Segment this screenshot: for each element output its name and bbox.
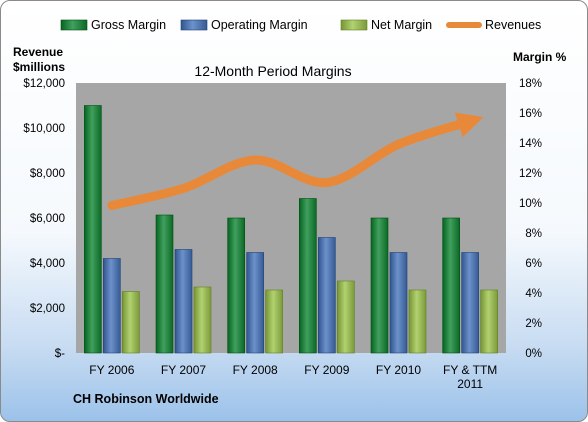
gross-margin-legend-swatch bbox=[60, 19, 88, 31]
gross-margin-bar bbox=[370, 217, 389, 354]
category-label: FY 2007 bbox=[161, 363, 206, 377]
right-tick-label: 14% bbox=[519, 138, 542, 150]
left-tick-label: $- bbox=[55, 348, 65, 360]
gross-margin-bar bbox=[227, 217, 245, 354]
gross-margin-bar bbox=[84, 105, 102, 354]
category-label: 2011 bbox=[457, 377, 483, 391]
category-labels: FY 2006 FY 2007 FY 2008 FY 2009 FY 2010 FY & … bbox=[89, 363, 497, 391]
legend: Gross Margin Operating Margin Net Margin Re… bbox=[60, 18, 541, 32]
company-name: CH Robinson Worldwide bbox=[73, 392, 219, 406]
operating-margin-bar bbox=[246, 252, 264, 354]
net-margin-bar bbox=[337, 280, 355, 354]
category-label: FY 2010 bbox=[376, 363, 421, 377]
right-tick-label: 2% bbox=[525, 318, 542, 330]
operating-margin-bar bbox=[318, 237, 336, 354]
left-tick-label: $8,000 bbox=[30, 168, 65, 180]
bars bbox=[84, 105, 498, 354]
left-axis-label-line1: Revenue bbox=[13, 45, 63, 59]
left-tick-label: $12,000 bbox=[23, 78, 65, 90]
category-label: FY 2009 bbox=[304, 363, 349, 377]
gross-margin-bar bbox=[442, 217, 460, 354]
operating-margin-bar bbox=[103, 258, 121, 354]
left-tick-label: $4,000 bbox=[30, 258, 65, 270]
category-label: FY & TTM bbox=[443, 363, 497, 377]
operating-margin-bar bbox=[174, 249, 193, 354]
operating-margin-legend-swatch bbox=[180, 19, 208, 31]
right-tick-label: 10% bbox=[519, 198, 542, 210]
right-tick-label: 0% bbox=[525, 348, 542, 360]
net-margin-bar bbox=[408, 289, 427, 354]
operating-margin-bar bbox=[461, 252, 479, 354]
right-tick-label: 16% bbox=[519, 108, 542, 120]
net-margin-legend-swatch bbox=[340, 19, 368, 31]
category-label: FY 2006 bbox=[89, 363, 134, 377]
gross-margin-bar bbox=[155, 214, 174, 354]
net-margin-bar bbox=[265, 289, 283, 354]
chart-title: 12-Month Period Margins bbox=[194, 63, 351, 79]
revenue-line bbox=[107, 112, 484, 210]
right-tick-label: 4% bbox=[525, 288, 542, 300]
right-tick-label: 8% bbox=[525, 228, 542, 240]
left-tick-label: $10,000 bbox=[23, 123, 65, 135]
left-tick-label: $6,000 bbox=[30, 213, 65, 225]
net-margin-bar bbox=[193, 286, 212, 354]
revenues-legend-label: Revenues bbox=[485, 18, 541, 32]
net-margin-bar bbox=[480, 289, 498, 354]
right-tick-label: 12% bbox=[519, 168, 542, 180]
gross-margin-bar bbox=[299, 198, 317, 354]
gross-margin-legend-label: Gross Margin bbox=[91, 18, 166, 32]
plot-area bbox=[76, 83, 506, 353]
right-axis-label: Margin % bbox=[513, 50, 567, 64]
category-label: FY 2008 bbox=[233, 363, 278, 377]
left-axis-ticks: $- $2,000 $4,000 $6,000 $8,000 $10,000 $12,000 bbox=[23, 78, 65, 360]
net-margin-bar bbox=[122, 291, 140, 354]
left-tick-label: $2,000 bbox=[30, 303, 65, 315]
right-tick-label: 18% bbox=[519, 78, 542, 90]
net-margin-legend-label: Net Margin bbox=[371, 18, 432, 32]
right-axis-ticks: 0% 2% 4% 6% 8% 10% 12% 14% 16% 18% bbox=[519, 78, 542, 360]
operating-margin-bar bbox=[389, 252, 408, 354]
left-axis-label-line2: $millions bbox=[13, 60, 65, 74]
right-tick-label: 6% bbox=[525, 258, 542, 270]
operating-margin-legend-label: Operating Margin bbox=[211, 18, 308, 32]
